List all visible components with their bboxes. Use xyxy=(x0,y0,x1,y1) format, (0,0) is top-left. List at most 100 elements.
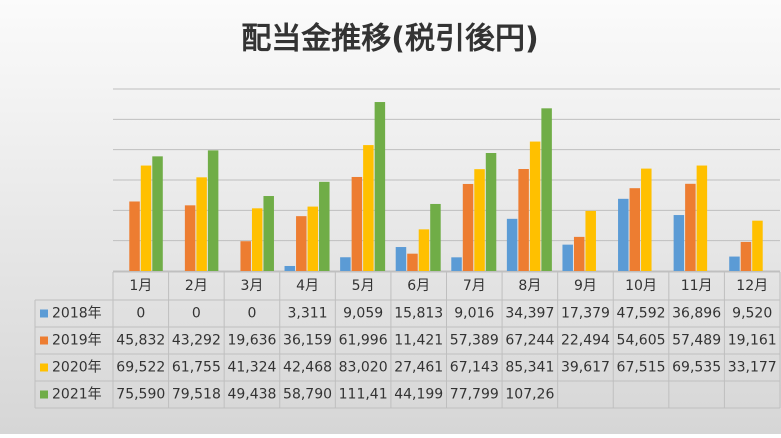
x-tick-label: 5月 xyxy=(352,278,375,294)
bar xyxy=(395,247,407,271)
bar xyxy=(740,241,752,271)
bar xyxy=(340,257,351,271)
table-value: 69,522 xyxy=(116,360,165,376)
table-value: 67,515 xyxy=(617,360,666,376)
table-value: 67,143 xyxy=(450,360,499,376)
bar xyxy=(618,198,629,271)
table-value: 61,755 xyxy=(172,360,221,376)
table-value: 67,244 xyxy=(505,333,554,349)
table-value: 111,41 xyxy=(339,387,388,403)
bar xyxy=(462,183,474,271)
table-value: 77,799 xyxy=(450,387,499,403)
table-value: 27,461 xyxy=(394,360,443,376)
bar xyxy=(196,177,207,271)
bar xyxy=(152,156,163,271)
table-value: 61,996 xyxy=(339,333,388,349)
bar xyxy=(430,203,441,271)
bar xyxy=(129,201,140,271)
table-value: 19,161 xyxy=(728,333,777,349)
table-value: 41,324 xyxy=(227,360,276,376)
table-value: 54,605 xyxy=(617,333,666,349)
table-value: 79,518 xyxy=(172,387,221,403)
bar xyxy=(240,241,251,271)
legend-label: 2018年 xyxy=(52,306,102,322)
bar xyxy=(374,102,386,271)
bar xyxy=(518,169,529,271)
table-value: 0 xyxy=(192,306,201,322)
table-value: 43,292 xyxy=(172,333,221,349)
legend-label: 2019年 xyxy=(52,333,102,349)
bar xyxy=(752,220,763,271)
table-value: 107,26 xyxy=(505,387,554,403)
x-tick-label: 3月 xyxy=(240,278,263,294)
table-value: 69,535 xyxy=(672,360,721,376)
table-value: 9,059 xyxy=(343,306,383,322)
legend-swatch xyxy=(40,363,48,372)
x-tick-label: 4月 xyxy=(296,278,319,294)
table-value: 36,896 xyxy=(672,306,721,322)
table-value: 85,341 xyxy=(505,360,554,376)
x-tick-label: 9月 xyxy=(574,278,597,294)
bar xyxy=(363,145,374,271)
bar xyxy=(207,150,219,271)
x-tick-label: 11月 xyxy=(681,278,713,294)
x-tick-label: 6月 xyxy=(407,278,430,294)
table-value: 83,020 xyxy=(339,360,388,376)
bar xyxy=(696,165,708,271)
table-value: 22,494 xyxy=(561,333,610,349)
bar xyxy=(296,216,307,271)
table-value: 9,016 xyxy=(454,306,494,322)
table-value: 57,489 xyxy=(672,333,721,349)
bar xyxy=(562,244,573,271)
bar xyxy=(263,196,274,271)
bar xyxy=(251,208,263,271)
bar xyxy=(506,218,518,271)
bar xyxy=(685,183,696,271)
table-value: 45,832 xyxy=(116,333,165,349)
bar xyxy=(284,265,296,271)
x-tick-label: 10月 xyxy=(625,278,657,294)
x-tick-label: 2月 xyxy=(185,278,208,294)
table-value: 0 xyxy=(136,306,145,322)
x-tick-label: 7月 xyxy=(463,278,486,294)
bar xyxy=(641,168,652,271)
table-value: 0 xyxy=(247,306,256,322)
bar xyxy=(407,253,418,271)
bar xyxy=(541,108,552,272)
table-value: 19,636 xyxy=(227,333,276,349)
table-value: 49,438 xyxy=(227,387,276,403)
x-tick-label: 1月 xyxy=(129,278,152,294)
table-value: 15,813 xyxy=(394,306,443,322)
table-value: 9,520 xyxy=(732,306,772,322)
table-value: 17,379 xyxy=(561,306,610,322)
table-value: 57,389 xyxy=(450,333,499,349)
bar xyxy=(140,165,152,271)
legend-swatch xyxy=(40,390,48,399)
bar xyxy=(729,256,740,271)
table-value: 33,177 xyxy=(728,360,777,376)
bar xyxy=(673,215,685,271)
table-value: 36,159 xyxy=(283,333,332,349)
bar xyxy=(351,176,363,271)
legend-swatch xyxy=(40,309,48,318)
bar xyxy=(451,257,462,271)
table-value: 39,617 xyxy=(561,360,610,376)
table-value: 58,790 xyxy=(283,387,332,403)
bar xyxy=(485,153,497,271)
bar xyxy=(585,210,596,271)
table-value: 42,468 xyxy=(283,360,332,376)
chart-title: 配当金推移(税引後円) xyxy=(241,22,538,57)
legend-swatch xyxy=(40,336,48,345)
bar xyxy=(474,169,485,271)
bar xyxy=(573,236,585,271)
bar xyxy=(529,141,541,271)
bar xyxy=(184,205,196,271)
table-value: 44,199 xyxy=(394,387,443,403)
table-value: 3,311 xyxy=(287,306,327,322)
table-value: 34,397 xyxy=(505,306,554,322)
bar xyxy=(418,229,430,271)
table-value: 47,592 xyxy=(617,306,666,322)
x-tick-label: 12月 xyxy=(736,278,768,294)
